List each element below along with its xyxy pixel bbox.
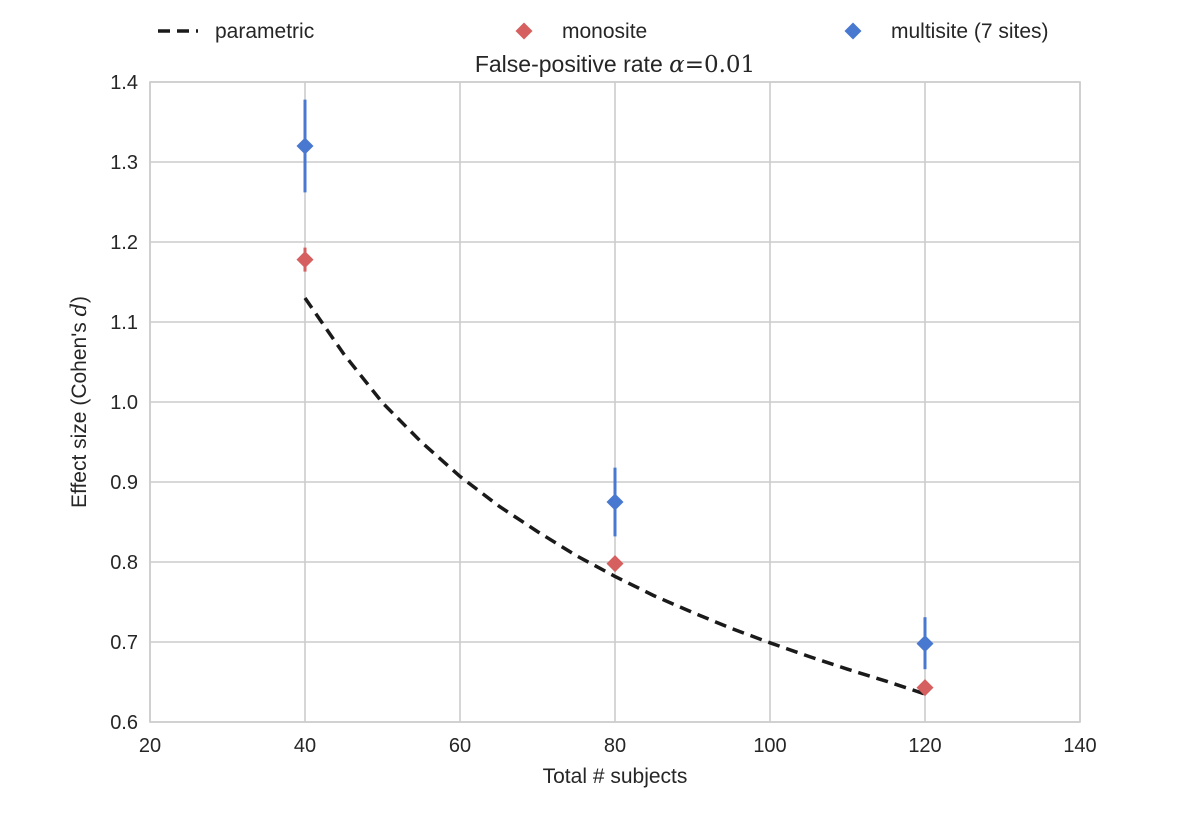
y-axis-label-prefix: Effect size (Cohen's (68, 316, 91, 508)
legend-label: monosite (562, 20, 647, 43)
y-tick-label: 1.1 (110, 312, 138, 334)
multisite-point (606, 493, 624, 511)
y-axis-label-symbol: d (67, 303, 91, 316)
legend-label: multisite (7 sites) (891, 20, 1049, 43)
y-tick-label: 0.9 (110, 472, 138, 494)
monosite-point (916, 679, 934, 697)
chart-title-value: =0.01 (685, 52, 755, 78)
legend-item-parametric: parametric (158, 20, 314, 43)
legend-item-monosite: monosite (515, 20, 647, 43)
legend-label: parametric (215, 20, 314, 43)
y-tick-label: 1.3 (110, 152, 138, 174)
y-tick-label: 0.7 (110, 632, 138, 654)
chart-title-alpha: α (669, 52, 685, 78)
x-tick-label: 80 (604, 735, 626, 757)
x-tick-label: 20 (139, 735, 161, 757)
y-tick-label: 0.6 (110, 712, 138, 734)
multisite-point (916, 635, 934, 653)
y-tick-label: 1.4 (110, 72, 138, 94)
legend-diamond-marker (844, 22, 862, 40)
y-axis-label: Effect size (Cohen's d) (67, 296, 91, 508)
multisite-point (296, 137, 314, 155)
x-tick-label: 40 (294, 735, 316, 757)
series-layer (296, 99, 934, 697)
plot-area-frame (149, 81, 1081, 723)
y-tick-label: 1.0 (110, 392, 138, 414)
x-axis-label: Total # subjects (543, 765, 688, 788)
x-tick-label: 120 (908, 735, 941, 757)
chart-title: False-positive rate α=0.01 (475, 51, 755, 78)
monosite-point (296, 251, 314, 269)
x-tick-label: 100 (753, 735, 786, 757)
y-axis-label-suffix: ) (68, 296, 91, 303)
legend-item-multisite: multisite (7 sites) (844, 20, 1049, 43)
y-tick-label: 0.8 (110, 552, 138, 574)
x-tick-label: 60 (449, 735, 471, 757)
legend-diamond-marker (515, 22, 533, 40)
y-tick-label: 1.2 (110, 232, 138, 254)
chart-title-prefix: False-positive rate (475, 51, 669, 77)
grid (149, 81, 1081, 723)
legend: parametric monosite multisite (7 sites) (158, 20, 1049, 43)
parametric-line (303, 297, 926, 696)
tick-labels: 20 40 60 80 100 120 140 0.6 0.7 0.8 0.9 1.0 1.1 1.2 1.… (110, 72, 1097, 757)
monosite-point (606, 555, 624, 573)
x-tick-label: 140 (1063, 735, 1096, 757)
